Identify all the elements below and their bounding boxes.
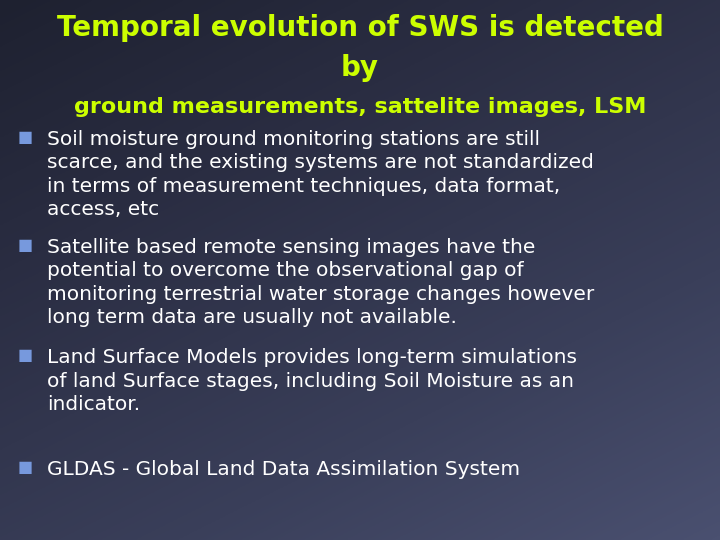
Text: Soil moisture ground monitoring stations are still
scarce, and the existing syst: Soil moisture ground monitoring stations… bbox=[47, 130, 594, 219]
Text: Land Surface Models provides long-term simulations
of land Surface stages, inclu: Land Surface Models provides long-term s… bbox=[47, 348, 577, 414]
Text: GLDAS - Global Land Data Assimilation System: GLDAS - Global Land Data Assimilation Sy… bbox=[47, 460, 520, 479]
Text: Temporal evolution of SWS is detected: Temporal evolution of SWS is detected bbox=[57, 14, 663, 42]
Text: by: by bbox=[341, 54, 379, 82]
Text: Satellite based remote sensing images have the
potential to overcome the observa: Satellite based remote sensing images ha… bbox=[47, 238, 594, 327]
Text: ■: ■ bbox=[18, 348, 33, 363]
Text: ground measurements, sattelite images, LSM: ground measurements, sattelite images, L… bbox=[74, 97, 646, 117]
Text: ■: ■ bbox=[18, 130, 33, 145]
Text: ■: ■ bbox=[18, 460, 33, 475]
Text: ■: ■ bbox=[18, 238, 33, 253]
